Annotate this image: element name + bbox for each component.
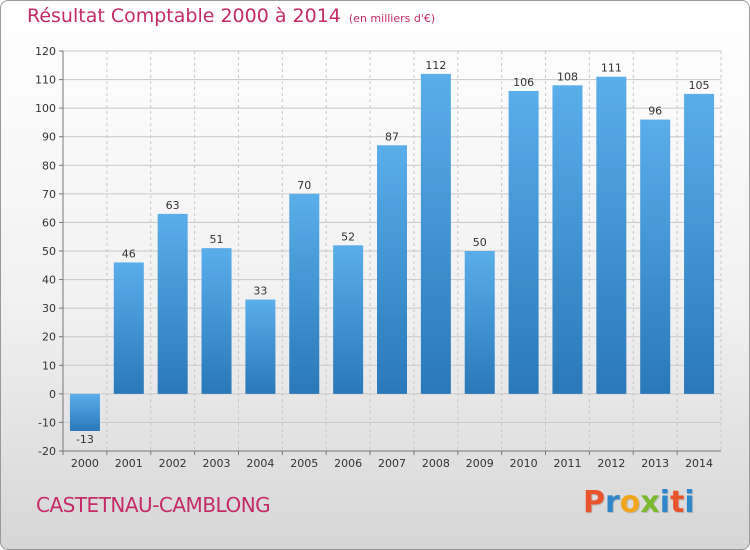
bar <box>289 193 320 394</box>
y-tick-label: 30 <box>42 302 56 315</box>
logo-letter: r <box>605 485 620 520</box>
y-tick-label: 90 <box>42 131 56 144</box>
bar <box>464 251 495 394</box>
x-tick-label: 2007 <box>378 457 406 470</box>
x-tick-label: 2006 <box>334 457 362 470</box>
data-label: 51 <box>210 233 224 246</box>
x-tick-label: 2004 <box>246 457 274 470</box>
x-tick-label: 2002 <box>159 457 187 470</box>
data-label: -13 <box>76 433 94 446</box>
x-tick-label: 2008 <box>422 457 450 470</box>
logo-letter: t <box>670 485 685 520</box>
data-label: 63 <box>166 199 180 212</box>
logo-letter: P <box>583 485 605 520</box>
bar <box>113 262 144 394</box>
bar <box>508 91 539 394</box>
data-labels: -13 46 63 51 33 70 52 87 112 50 106 108 111 96 105 <box>76 59 710 446</box>
x-tick-label: 2013 <box>641 457 669 470</box>
x-tick-label: 2003 <box>203 457 231 470</box>
y-tick-label: 110 <box>35 74 56 87</box>
data-label: 96 <box>648 105 662 118</box>
logo-letter: o <box>619 485 641 520</box>
y-tick-label: 60 <box>42 216 56 229</box>
chart-subtitle: (en milliers d'€) <box>348 12 436 25</box>
bars <box>69 73 715 431</box>
chart-title: Résultat Comptable 2000 à 2014 <box>27 5 341 27</box>
y-tick-label: -10 <box>38 416 56 429</box>
data-label: 50 <box>473 236 487 249</box>
data-label: 105 <box>689 79 710 92</box>
bar <box>157 213 188 394</box>
data-label: 46 <box>122 247 136 260</box>
bar <box>377 145 407 394</box>
bar <box>201 248 232 394</box>
data-label: 111 <box>601 62 622 75</box>
logo-letter: i <box>659 485 671 520</box>
y-tick-label: 120 <box>35 45 56 58</box>
x-tick-label: 2001 <box>115 457 143 470</box>
bar <box>684 93 715 394</box>
data-label: 52 <box>341 230 355 243</box>
bar <box>420 73 451 394</box>
x-tick-label: 2014 <box>685 457 713 470</box>
y-tick-label: 70 <box>42 188 56 201</box>
logo-letter: x <box>640 485 660 520</box>
data-label: 70 <box>297 179 311 192</box>
bar <box>69 393 100 431</box>
y-tick-label: 50 <box>42 245 56 258</box>
bar <box>245 299 276 394</box>
x-tick-label: 2005 <box>290 457 318 470</box>
data-label: 33 <box>253 285 267 298</box>
y-tick-label: 100 <box>35 102 56 115</box>
y-tick-label: 80 <box>42 159 56 172</box>
y-tick-label: 10 <box>42 359 56 372</box>
y-tick-label: 0 <box>49 388 56 401</box>
data-label: 112 <box>425 59 446 72</box>
commune-name: CASTETNAU-CAMBLONG <box>36 493 271 517</box>
y-tick-label: 20 <box>42 331 56 344</box>
data-label: 106 <box>513 76 534 89</box>
y-tick-label: -20 <box>38 445 56 458</box>
data-label: 108 <box>557 70 578 83</box>
x-tick-label: 2000 <box>71 457 99 470</box>
y-tick-label: 40 <box>42 274 56 287</box>
x-tick-label: 2011 <box>553 457 581 470</box>
x-tick-label: 2012 <box>597 457 625 470</box>
x-tick-label: 2010 <box>510 457 538 470</box>
bar <box>333 245 364 394</box>
bar <box>596 76 627 394</box>
proxiti-logo: Proxiti <box>583 485 695 520</box>
axes: -20 -10 0 10 20 30 40 50 60 70 80 90 100 110 120 2000 20… <box>35 45 721 470</box>
data-label: 87 <box>385 130 399 143</box>
bar <box>640 119 671 394</box>
bar <box>552 85 583 394</box>
title-row: Résultat Comptable 2000 à 2014 (en millie… <box>27 5 435 27</box>
logo-letter: i <box>684 485 695 520</box>
x-tick-label: 2009 <box>466 457 494 470</box>
